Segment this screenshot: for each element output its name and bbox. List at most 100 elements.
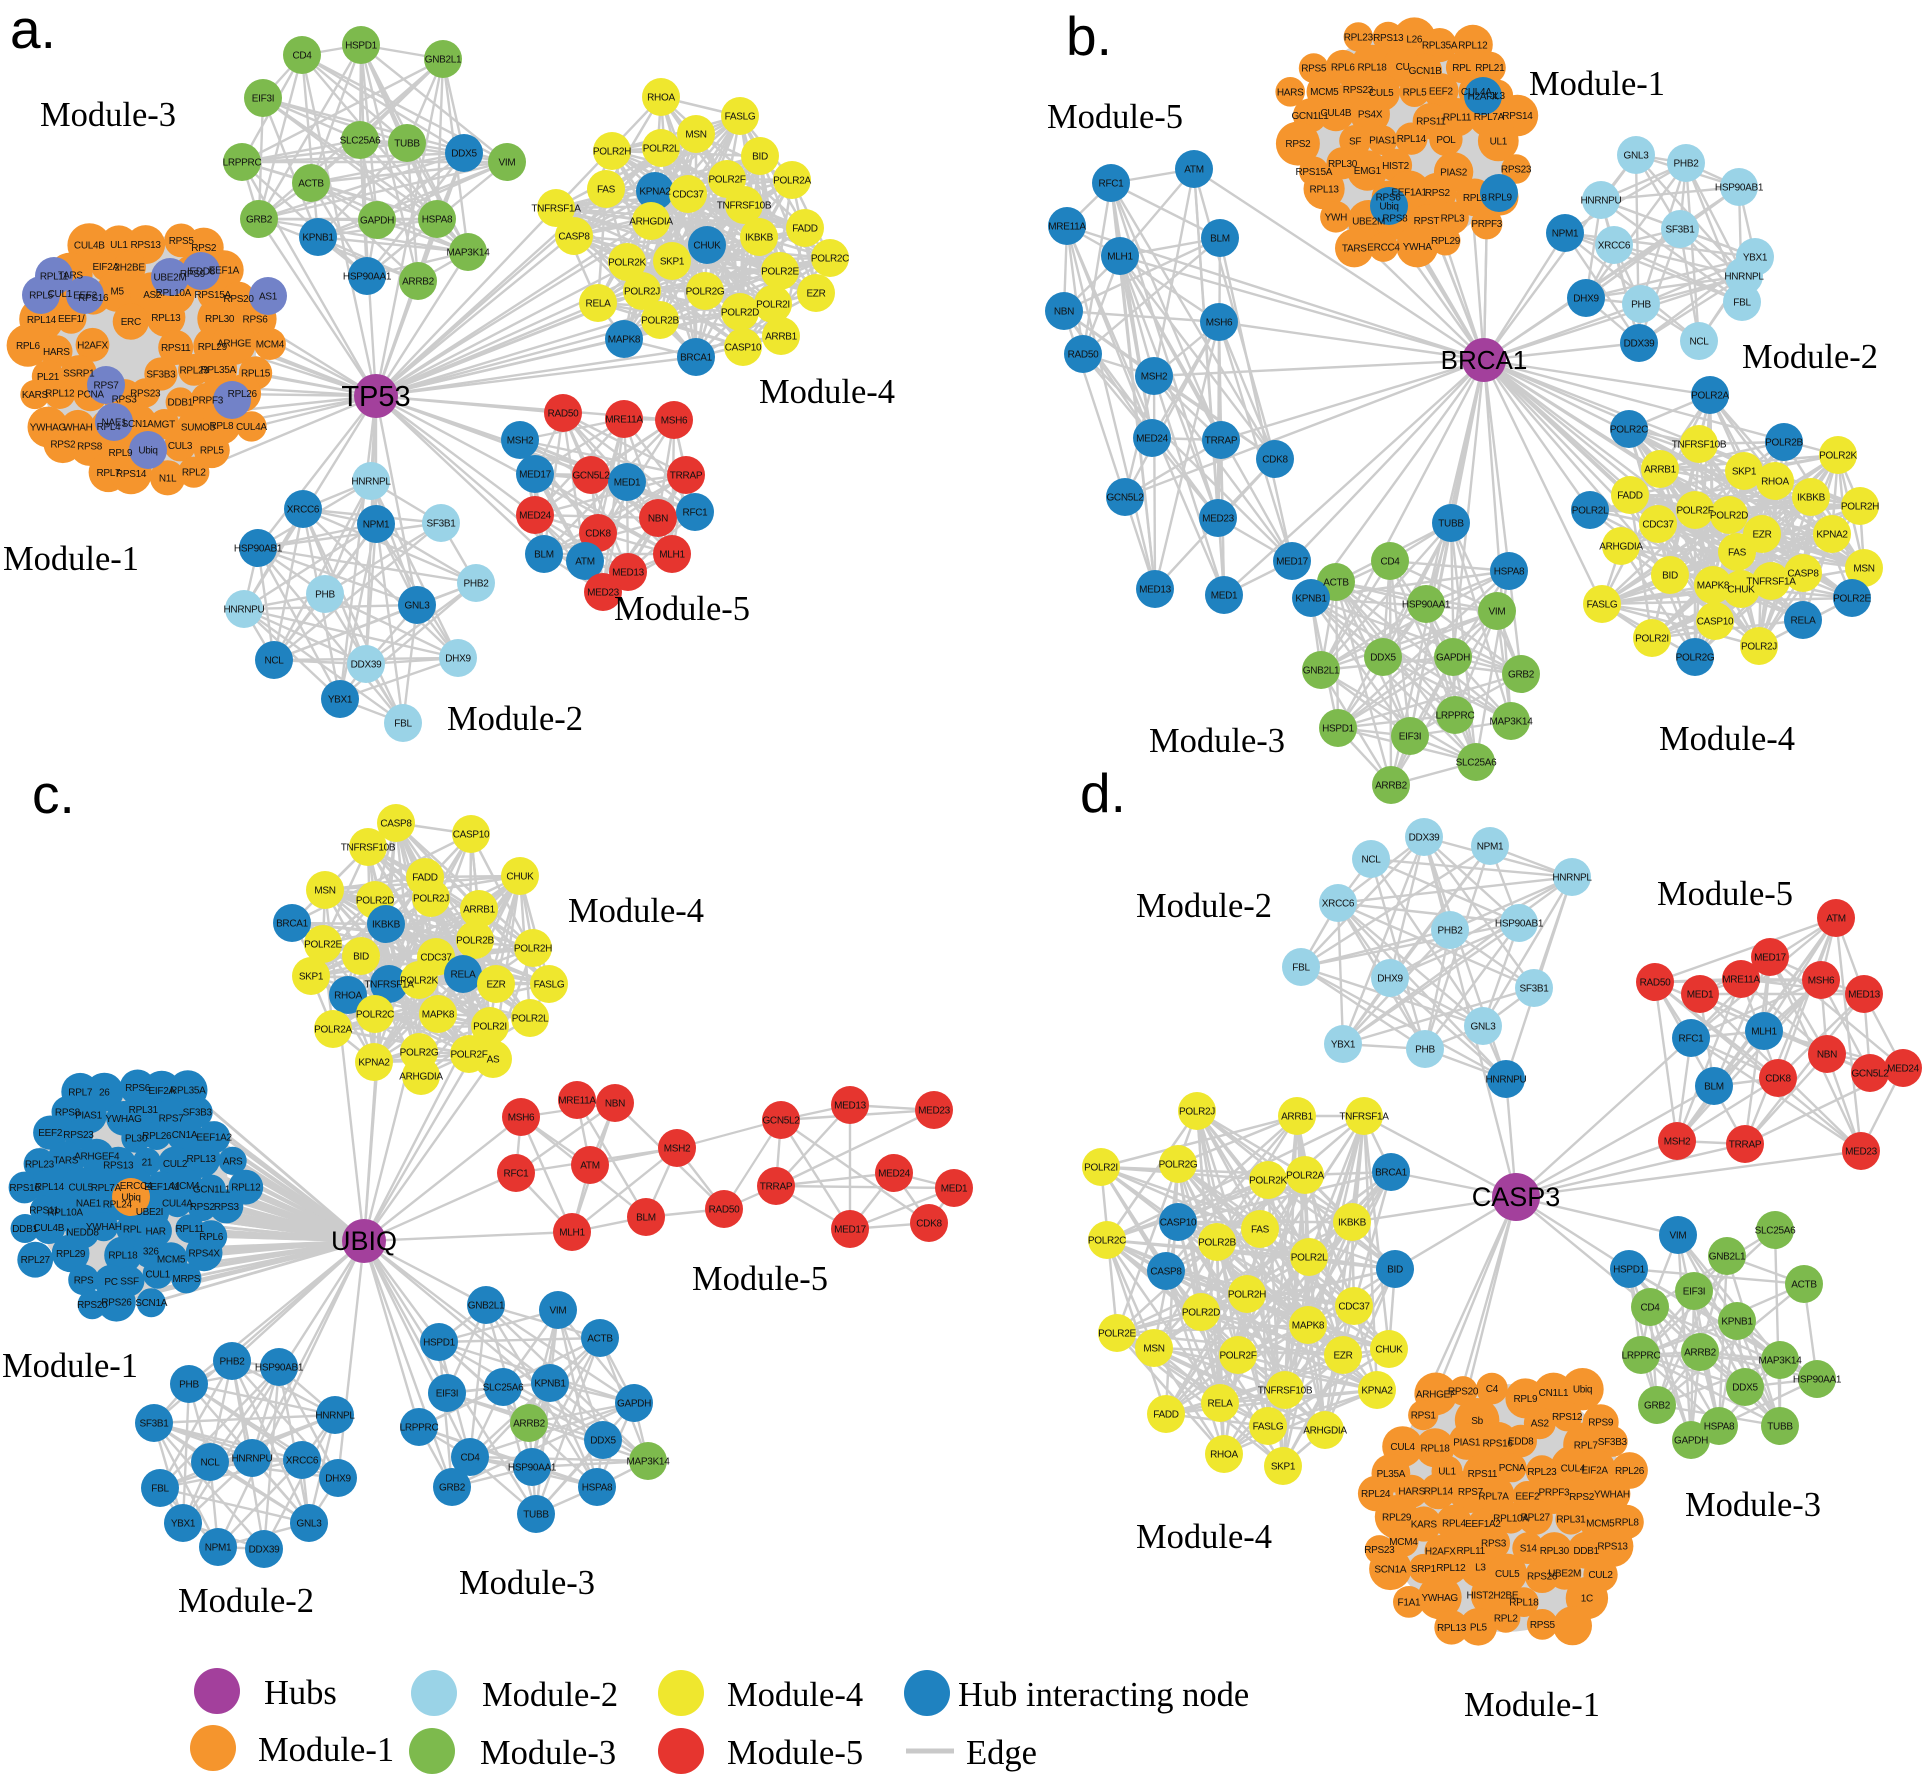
svg-text:LRPPRC: LRPPRC xyxy=(400,1423,439,1434)
svg-text:ARRB1: ARRB1 xyxy=(1644,465,1677,476)
svg-text:EIF3I: EIF3I xyxy=(1399,732,1421,743)
svg-text:MED17: MED17 xyxy=(519,470,552,481)
svg-text:ARRB1: ARRB1 xyxy=(1281,1112,1314,1123)
svg-text:PCNA: PCNA xyxy=(1499,1463,1526,1474)
svg-text:SF3B1: SF3B1 xyxy=(139,1419,169,1430)
svg-text:Ubiq: Ubiq xyxy=(1573,1385,1592,1396)
svg-text:Module-3: Module-3 xyxy=(40,96,176,134)
svg-text:HNRNPL: HNRNPL xyxy=(315,1411,355,1422)
svg-text:SKP1: SKP1 xyxy=(1732,467,1757,478)
svg-text:KPNB1: KPNB1 xyxy=(1295,594,1327,605)
svg-text:RPS20: RPS20 xyxy=(77,1300,108,1311)
svg-text:POLR2H: POLR2H xyxy=(1841,502,1879,513)
svg-text:GNL3: GNL3 xyxy=(1471,1022,1497,1033)
svg-text:RPL14: RPL14 xyxy=(35,1182,65,1193)
svg-text:RPS7: RPS7 xyxy=(94,381,120,392)
svg-text:RPS8: RPS8 xyxy=(1382,214,1408,225)
svg-text:YBX1: YBX1 xyxy=(328,695,353,706)
svg-text:CUL4B: CUL4B xyxy=(74,241,105,252)
svg-text:WHAH: WHAH xyxy=(63,423,92,434)
svg-text:FBL: FBL xyxy=(1733,298,1751,309)
svg-text:PIAS1: PIAS1 xyxy=(75,1111,103,1122)
svg-text:EIF3I: EIF3I xyxy=(1683,1287,1705,1298)
svg-text:Ubiq: Ubiq xyxy=(121,1193,140,1204)
svg-text:HIST2H2BE: HIST2H2BE xyxy=(1467,1591,1519,1602)
svg-text:MSH2: MSH2 xyxy=(664,1144,691,1155)
svg-text:GAPDH: GAPDH xyxy=(617,1399,651,1410)
svg-text:YWH: YWH xyxy=(1325,212,1348,223)
svg-text:RPL11: RPL11 xyxy=(1457,1546,1486,1557)
svg-text:EZR: EZR xyxy=(1752,530,1771,541)
svg-text:MLH1: MLH1 xyxy=(559,1228,585,1239)
svg-text:RPL5: RPL5 xyxy=(29,291,54,302)
svg-text:AS2: AS2 xyxy=(1531,1419,1550,1430)
svg-text:GCN5L2: GCN5L2 xyxy=(572,471,610,482)
svg-text:RPL9: RPL9 xyxy=(1488,193,1513,204)
svg-text:RPS7: RPS7 xyxy=(1458,1487,1484,1498)
svg-text:ATM: ATM xyxy=(1184,165,1203,176)
svg-text:NPM1: NPM1 xyxy=(1552,229,1579,240)
svg-text:MED13: MED13 xyxy=(1139,585,1172,596)
svg-text:POLR2A: POLR2A xyxy=(1286,1171,1324,1182)
svg-text:Module-3: Module-3 xyxy=(1149,722,1285,760)
svg-text:RPS2: RPS2 xyxy=(1425,188,1451,199)
svg-text:DDX39: DDX39 xyxy=(1624,339,1655,350)
svg-text:PHB2: PHB2 xyxy=(220,1357,246,1368)
svg-text:HSPA8: HSPA8 xyxy=(1704,1422,1735,1433)
svg-text:RPS7: RPS7 xyxy=(159,1114,185,1125)
svg-text:MSN: MSN xyxy=(1853,564,1874,575)
svg-text:ERCC4: ERCC4 xyxy=(1367,243,1400,254)
svg-text:CUL4B: CUL4B xyxy=(1321,108,1352,119)
svg-text:CD4: CD4 xyxy=(292,51,312,62)
svg-text:ATM: ATM xyxy=(1826,914,1845,925)
svg-text:POLR2A: POLR2A xyxy=(1691,391,1729,402)
svg-text:RPS23: RPS23 xyxy=(1364,1545,1395,1556)
svg-text:PCNA: PCNA xyxy=(77,389,104,400)
svg-text:MCM5: MCM5 xyxy=(157,1254,186,1265)
svg-text:Module-5: Module-5 xyxy=(727,1734,863,1772)
svg-text:TNFRSF10B: TNFRSF10B xyxy=(1258,1386,1313,1397)
svg-text:AS2: AS2 xyxy=(143,290,162,301)
svg-text:RPS15A: RPS15A xyxy=(1296,167,1333,178)
svg-text:RPL23: RPL23 xyxy=(179,365,209,376)
svg-text:RPS26: RPS26 xyxy=(101,1298,132,1309)
svg-text:HSPA8: HSPA8 xyxy=(1494,567,1525,578)
svg-text:RPS9: RPS9 xyxy=(180,269,206,280)
svg-text:TARS: TARS xyxy=(1342,244,1367,255)
svg-text:DDB1: DDB1 xyxy=(1573,1546,1599,1557)
svg-text:IKBKB: IKBKB xyxy=(372,920,401,931)
svg-text:CUL4B: CUL4B xyxy=(33,1223,64,1234)
svg-text:YWHAG: YWHAG xyxy=(1422,1593,1459,1604)
svg-text:SCN1A: SCN1A xyxy=(1374,1564,1406,1575)
svg-text:RPL30: RPL30 xyxy=(1540,1546,1570,1557)
svg-text:ERC: ERC xyxy=(121,317,141,328)
svg-text:MED23: MED23 xyxy=(587,588,620,599)
svg-text:RPL12: RPL12 xyxy=(231,1183,261,1194)
svg-text:GRB2: GRB2 xyxy=(1508,670,1535,681)
svg-text:FBL: FBL xyxy=(151,1484,169,1495)
svg-text:RPL10A: RPL10A xyxy=(47,1208,83,1219)
svg-text:Ubiq: Ubiq xyxy=(138,446,157,457)
svg-text:EZR: EZR xyxy=(1333,1351,1352,1362)
svg-text:RPS20: RPS20 xyxy=(1448,1386,1479,1397)
svg-text:CASP8: CASP8 xyxy=(1787,569,1819,580)
svg-text:RFC1: RFC1 xyxy=(683,508,709,519)
svg-text:SKP1: SKP1 xyxy=(660,257,685,268)
svg-text:HNRNPU: HNRNPU xyxy=(232,1454,273,1465)
svg-text:L26: L26 xyxy=(1406,35,1423,46)
svg-text:CUL4: CUL4 xyxy=(1390,1442,1415,1453)
svg-text:MED17: MED17 xyxy=(834,1225,867,1236)
svg-text:BID: BID xyxy=(752,152,768,163)
svg-text:RPS3: RPS3 xyxy=(112,395,138,406)
svg-text:Module-2: Module-2 xyxy=(482,1676,618,1714)
svg-text:SF3B1: SF3B1 xyxy=(1665,225,1695,236)
svg-text:RPS16: RPS16 xyxy=(9,1183,40,1194)
svg-text:MAPK8: MAPK8 xyxy=(1697,581,1730,592)
svg-text:HSP90AA1: HSP90AA1 xyxy=(343,272,392,283)
svg-text:RHOA: RHOA xyxy=(1210,1450,1238,1461)
svg-text:RPL4: RPL4 xyxy=(1442,1518,1467,1529)
svg-text:POLR2D: POLR2D xyxy=(1710,511,1748,522)
svg-text:CD4: CD4 xyxy=(1640,1303,1660,1314)
svg-text:CASP10: CASP10 xyxy=(453,830,490,841)
svg-text:RPL2: RPL2 xyxy=(182,468,207,479)
